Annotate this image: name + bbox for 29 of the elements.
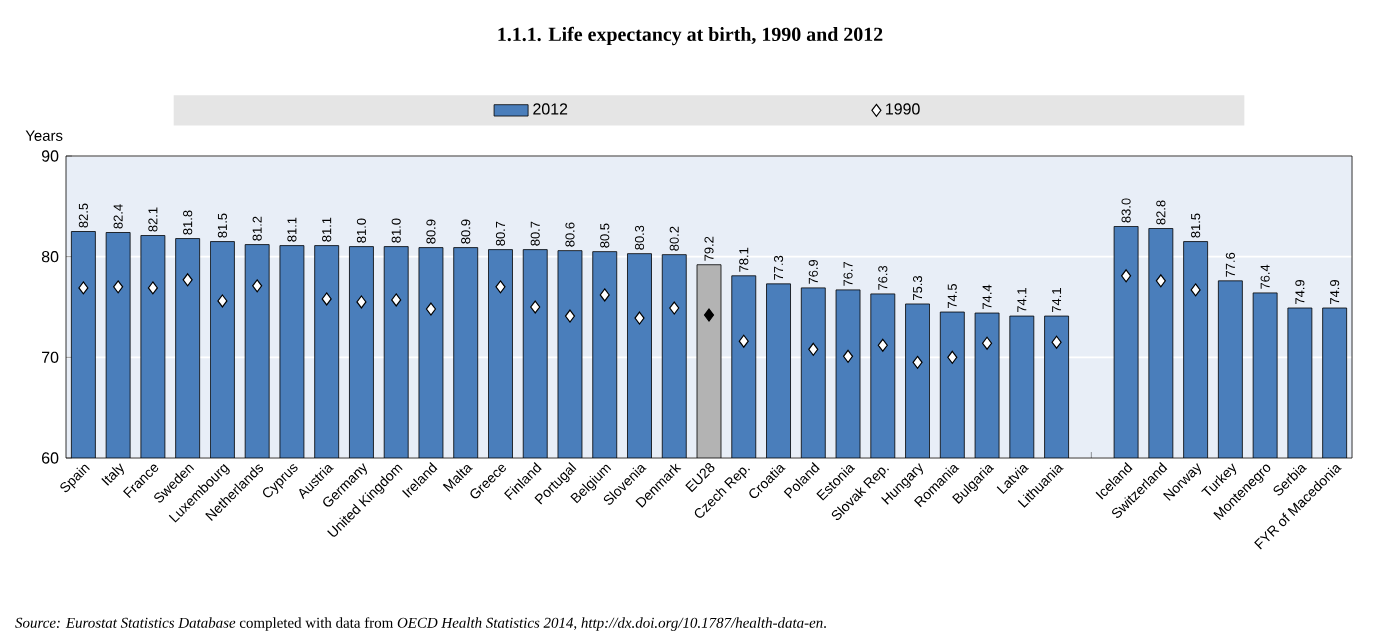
point xyxy=(147,281,158,295)
point xyxy=(425,302,437,316)
point xyxy=(738,334,749,348)
point xyxy=(669,301,680,315)
point xyxy=(981,336,993,350)
point xyxy=(356,295,367,309)
point xyxy=(113,280,124,294)
point xyxy=(599,288,610,302)
point xyxy=(78,281,89,295)
point xyxy=(564,309,576,323)
chart-title: 1.1.1. Life expectancy at birth, 1990 and 2012 xyxy=(498,26,883,46)
point xyxy=(530,300,541,314)
point xyxy=(1121,269,1132,283)
point xyxy=(1051,335,1062,349)
point xyxy=(1190,283,1201,297)
point xyxy=(877,338,888,352)
point xyxy=(842,349,854,363)
point xyxy=(182,273,193,287)
point xyxy=(947,350,958,364)
point xyxy=(634,311,645,325)
point xyxy=(252,279,263,293)
point xyxy=(912,355,923,369)
point xyxy=(391,293,402,307)
point xyxy=(1155,274,1166,288)
point xyxy=(321,292,332,306)
point xyxy=(808,342,819,356)
point xyxy=(495,280,506,294)
point xyxy=(703,308,715,322)
point xyxy=(217,294,228,308)
